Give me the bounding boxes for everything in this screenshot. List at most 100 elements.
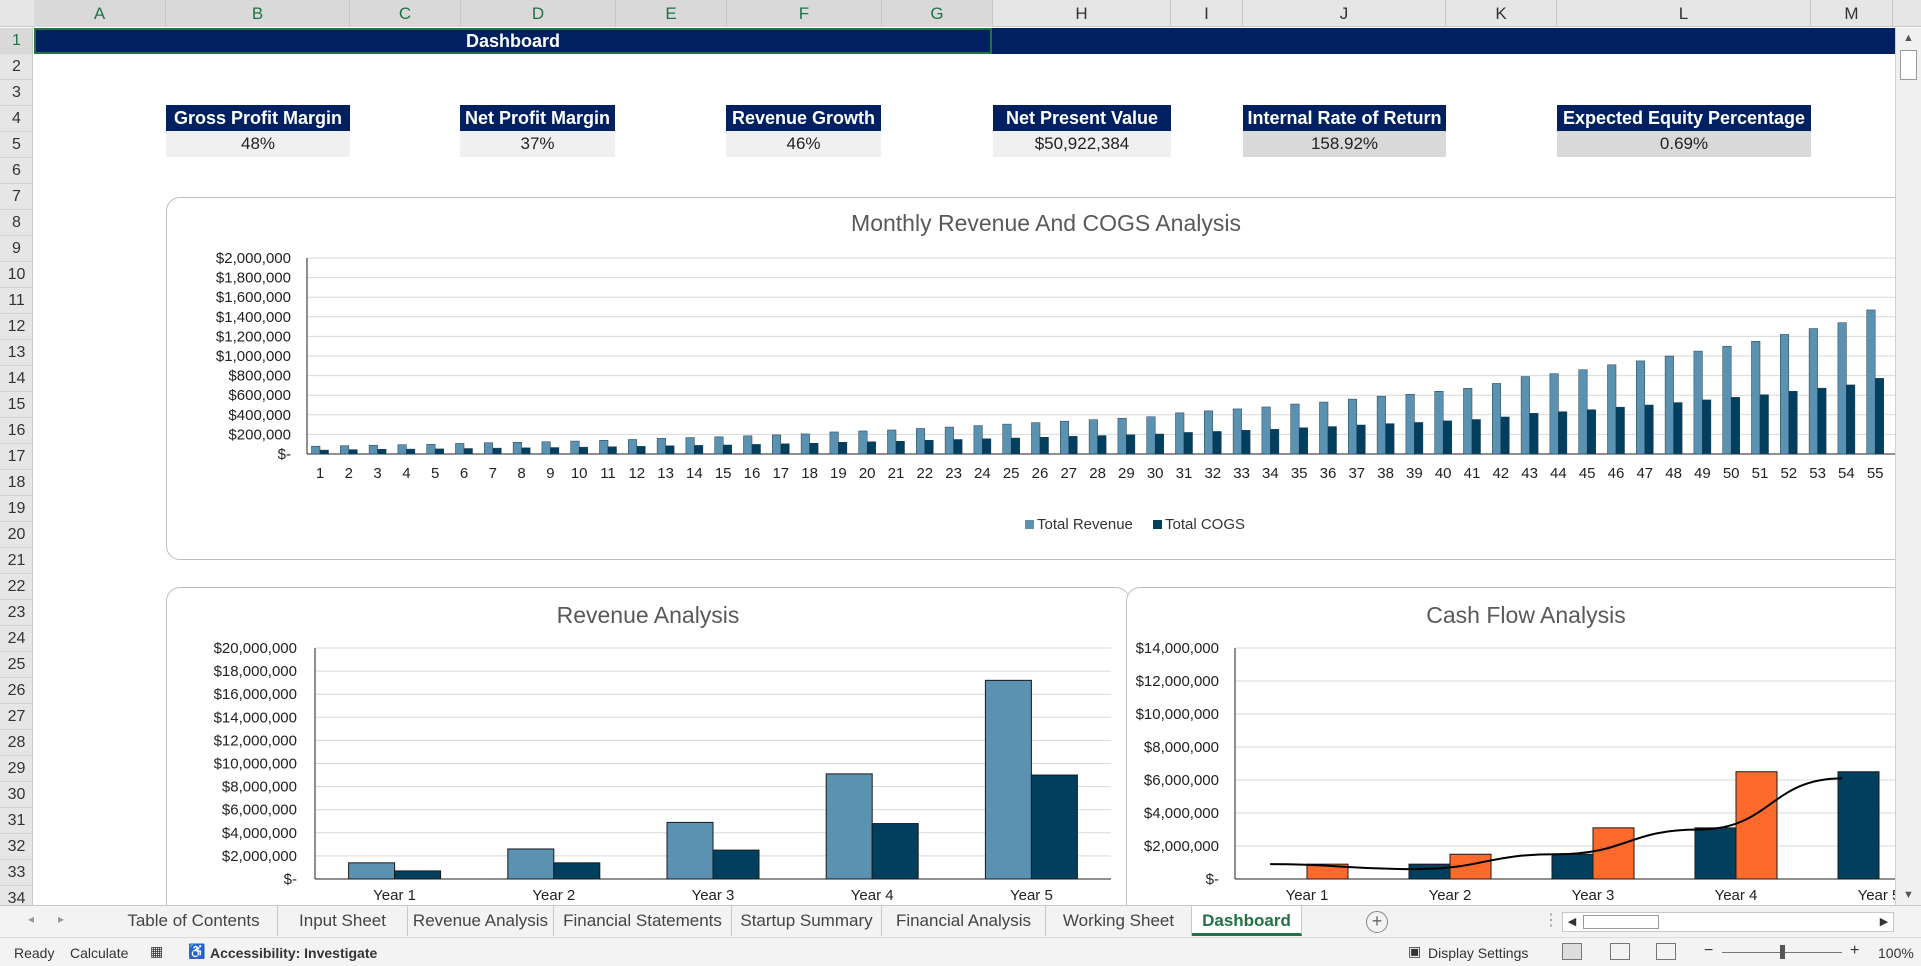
row-header[interactable]: 25 [0, 652, 32, 678]
column-header[interactable]: H [993, 0, 1171, 27]
add-sheet-icon[interactable]: + [1366, 911, 1388, 933]
zoom-slider-thumb[interactable] [1780, 945, 1785, 959]
column-header[interactable]: A [34, 0, 166, 27]
row-header[interactable]: 16 [0, 418, 32, 444]
page-layout-view-icon[interactable] [1610, 943, 1630, 960]
revenue-analysis-chart[interactable]: Revenue Analysis $20,000,000 $18,000,000 $… [166, 587, 1130, 905]
accessibility-icon[interactable]: ♿ [188, 943, 206, 959]
display-settings-icon[interactable]: ▣ [1408, 943, 1422, 959]
sheet-tab[interactable]: Dashboard [1192, 906, 1302, 936]
vertical-scroll-thumb[interactable] [1900, 50, 1917, 80]
row-header[interactable]: 27 [0, 704, 32, 730]
row-header[interactable]: 6 [0, 158, 32, 184]
sheet-tab[interactable]: Startup Summary [732, 906, 882, 936]
kpi-value[interactable]: 158.92% [1243, 131, 1446, 157]
row-header[interactable]: 7 [0, 184, 32, 210]
prev-sheet-icon[interactable]: ◂ [28, 912, 35, 926]
scroll-down-icon[interactable]: ▼ [1903, 889, 1914, 901]
sheet-tab[interactable]: Working Sheet [1046, 906, 1192, 936]
row-header[interactable]: 22 [0, 574, 32, 600]
display-settings-button[interactable]: Display Settings [1428, 945, 1529, 961]
kpi-label[interactable]: Expected Equity Percentage [1557, 105, 1811, 131]
row-header[interactable]: 24 [0, 626, 32, 652]
macro-record-icon[interactable]: ▦ [150, 943, 164, 959]
horizontal-scroll-thumb[interactable] [1583, 915, 1659, 929]
row-header[interactable]: 26 [0, 678, 32, 704]
kpi-value[interactable]: 37% [460, 131, 615, 157]
more-options-icon[interactable]: ⋮ [1543, 912, 1559, 929]
kpi-value[interactable]: 48% [166, 131, 350, 157]
row-header[interactable]: 33 [0, 860, 32, 886]
row-header[interactable]: 3 [0, 80, 32, 106]
kpi-value[interactable]: 46% [726, 131, 881, 157]
calculate-button[interactable]: Calculate [70, 945, 129, 961]
kpi-value[interactable]: 0.69% [1557, 131, 1811, 157]
column-header[interactable]: F [727, 0, 882, 27]
row-header[interactable]: 34 [0, 886, 32, 905]
monthly-revenue-cogs-chart[interactable]: Monthly Revenue And COGS Analysis $2,000… [166, 197, 1895, 560]
row-header[interactable]: 32 [0, 834, 32, 860]
column-header[interactable]: L [1557, 0, 1811, 27]
zoom-out-icon[interactable]: − [1704, 942, 1714, 959]
row-header[interactable]: 5 [0, 132, 32, 158]
column-header[interactable]: G [882, 0, 993, 27]
row-header[interactable]: 11 [0, 288, 32, 314]
column-header[interactable]: E [616, 0, 727, 27]
sheet-tab[interactable]: Table of Contents [110, 906, 278, 936]
column-header[interactable]: I [1171, 0, 1243, 27]
kpi-value[interactable]: $50,922,384 [993, 131, 1171, 157]
column-header[interactable]: B [166, 0, 350, 27]
horizontal-scrollbar[interactable]: ◀ ▶ [1562, 912, 1894, 932]
kpi-label[interactable]: Gross Profit Margin [166, 105, 350, 131]
worksheet-grid[interactable]: Dashboard Gross Profit Margin 48% Net Prof… [34, 28, 1895, 905]
row-header[interactable]: 14 [0, 366, 32, 392]
row-header[interactable]: 28 [0, 730, 32, 756]
row-header[interactable]: 13 [0, 340, 32, 366]
vertical-scrollbar[interactable]: ▲ ▼ [1895, 28, 1921, 905]
sheet-tab[interactable]: Financial Statements [554, 906, 732, 936]
column-header[interactable]: J [1243, 0, 1446, 27]
row-header[interactable]: 29 [0, 756, 32, 782]
row-header[interactable]: 19 [0, 496, 32, 522]
sheet-tab[interactable]: Financial Analysis [882, 906, 1046, 936]
column-header[interactable]: K [1446, 0, 1557, 27]
row-header[interactable]: 2 [0, 54, 32, 80]
column-header[interactable]: D [461, 0, 616, 27]
cash-flow-analysis-chart[interactable]: Cash Flow Analysis $14,000,000 $12,000,00… [1126, 587, 1895, 905]
row-header[interactable]: 4 [0, 106, 32, 132]
accessibility-status[interactable]: Accessibility: Investigate [210, 945, 378, 961]
scroll-up-icon[interactable]: ▲ [1903, 32, 1914, 44]
row-header[interactable]: 18 [0, 470, 32, 496]
column-header[interactable]: C [350, 0, 461, 27]
row-header[interactable]: 30 [0, 782, 32, 808]
kpi-label[interactable]: Net Present Value [993, 105, 1171, 131]
kpi-label[interactable]: Revenue Growth [726, 105, 881, 131]
kpi-card: Net Present Value $50,922,384 [993, 105, 1171, 157]
row-header[interactable]: 15 [0, 392, 32, 418]
scroll-right-icon[interactable]: ▶ [1879, 916, 1889, 928]
kpi-label[interactable]: Net Profit Margin [460, 105, 615, 131]
kpi-card: Internal Rate of Return 158.92% [1243, 105, 1446, 157]
next-sheet-icon[interactable]: ▸ [58, 912, 65, 926]
zoom-in-icon[interactable]: + [1850, 942, 1860, 959]
row-header[interactable]: 17 [0, 444, 32, 470]
row-header[interactable]: 9 [0, 236, 32, 262]
page-break-view-icon[interactable] [1656, 943, 1676, 960]
row-header[interactable]: 1 [0, 28, 32, 54]
sheet-tab[interactable]: Input Sheet [278, 906, 408, 936]
sheet-tab[interactable]: Revenue Analysis [408, 906, 554, 936]
row-header[interactable]: 8 [0, 210, 32, 236]
x-tick-label: 4 [402, 465, 410, 482]
row-header[interactable]: 10 [0, 262, 32, 288]
row-header[interactable]: 12 [0, 314, 32, 340]
normal-view-icon[interactable] [1562, 943, 1582, 960]
selected-cell-dashboard-title[interactable]: Dashboard [34, 28, 992, 54]
kpi-label[interactable]: Internal Rate of Return [1243, 105, 1446, 131]
column-header[interactable]: M [1811, 0, 1893, 27]
row-header[interactable]: 31 [0, 808, 32, 834]
scroll-left-icon[interactable]: ◀ [1567, 916, 1577, 928]
zoom-level[interactable]: 100% [1878, 945, 1914, 961]
row-header[interactable]: 21 [0, 548, 32, 574]
row-header[interactable]: 23 [0, 600, 32, 626]
row-header[interactable]: 20 [0, 522, 32, 548]
